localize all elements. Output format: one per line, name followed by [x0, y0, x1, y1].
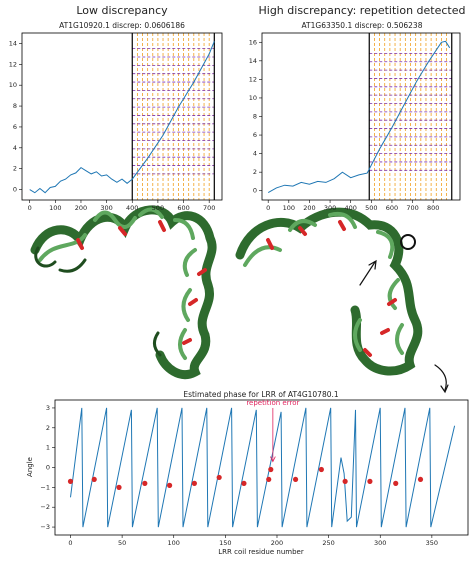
x-tick-label: 300	[374, 539, 386, 547]
y-tick-label: −1	[40, 483, 50, 491]
data-line	[70, 407, 456, 528]
y-tick-label: 0	[46, 464, 50, 472]
y-tick-label: 12	[249, 75, 257, 83]
data-point	[266, 476, 272, 483]
data-point	[342, 478, 348, 484]
data-point	[67, 478, 74, 484]
annotation: repetition error	[246, 399, 299, 407]
y-tick-label: 10	[249, 94, 257, 102]
y-tick-label: 2	[13, 165, 17, 173]
data-point	[241, 480, 247, 486]
protein-structure	[30, 205, 449, 394]
x-tick-label: 0	[68, 539, 72, 547]
x-tick-label: 300	[100, 204, 112, 212]
y-tick-label: 16	[249, 38, 257, 46]
y-tick-label: 6	[253, 131, 257, 139]
x-tick-label: 400	[344, 204, 356, 212]
y-tick-label: −3	[40, 523, 50, 531]
x-tick-label: 0	[266, 204, 270, 212]
data-point	[216, 474, 222, 481]
x-tick-label: 250	[322, 539, 334, 547]
x-tick-label: 200	[75, 204, 87, 212]
data-point	[91, 476, 97, 483]
panel-title: Estimated phase for LRR of AT4G10780.1	[183, 390, 339, 399]
panel-title: High discrepancy: repetition detected	[259, 4, 466, 17]
y-tick-label: 8	[253, 113, 257, 121]
y-tick-label: 0	[13, 186, 17, 194]
y-tick-label: 14	[249, 57, 257, 65]
y-tick-label: 14	[9, 39, 17, 47]
x-tick-label: 100	[168, 539, 180, 547]
panel-subtitle: AT1G63350.1 discrep: 0.506238	[302, 21, 423, 30]
x-tick-label: 300	[324, 204, 336, 212]
y-tick-label: 4	[253, 150, 257, 158]
x-tick-label: 0	[28, 204, 32, 212]
y-tick-label: 8	[13, 102, 17, 110]
y-tick-label: 12	[9, 60, 17, 68]
panel-title: Low discrepancy	[76, 4, 168, 17]
data-point	[167, 482, 173, 488]
data-point	[116, 484, 122, 490]
x-tick-label: 700	[203, 204, 215, 212]
y-axis-label: Angle	[26, 457, 34, 477]
y-tick-label: −2	[40, 503, 50, 511]
data-point	[393, 480, 399, 486]
x-tick-label: 400	[126, 204, 138, 212]
panel-subtitle: AT1G10920.1 discrep: 0.0606186	[59, 21, 185, 30]
y-tick-label: 6	[13, 123, 17, 131]
x-tick-label: 500	[365, 204, 377, 212]
x-axis-label: LRR coil residue number	[218, 548, 304, 556]
x-tick-label: 150	[219, 539, 231, 547]
y-tick-label: 4	[13, 144, 17, 152]
data-point	[367, 478, 373, 484]
data-point	[417, 476, 424, 483]
x-tick-label: 100	[283, 204, 295, 212]
x-tick-label: 50	[118, 539, 126, 547]
data-line	[267, 40, 451, 194]
annotation-arrow	[270, 456, 276, 463]
x-tick-label: 350	[426, 539, 438, 547]
y-tick-label: 1	[46, 444, 50, 452]
x-tick-label: 700	[406, 204, 418, 212]
data-point	[142, 480, 148, 486]
data-point	[292, 476, 299, 483]
x-tick-label: 200	[271, 539, 283, 547]
y-tick-label: 0	[253, 187, 257, 195]
data-point	[318, 466, 324, 473]
x-tick-label: 600	[177, 204, 189, 212]
x-tick-label: 600	[386, 204, 398, 212]
plot-frame	[21, 32, 223, 201]
data-point	[268, 466, 274, 473]
x-tick-label: 100	[49, 204, 61, 212]
data-line	[29, 41, 215, 194]
x-tick-label: 500	[152, 204, 164, 212]
y-tick-label: 10	[9, 81, 17, 89]
data-point	[191, 480, 197, 486]
y-tick-label: 2	[46, 424, 50, 432]
x-tick-label: 800	[427, 204, 439, 212]
x-tick-label: 200	[303, 204, 315, 212]
y-tick-label: 3	[46, 404, 50, 412]
y-tick-label: 2	[253, 168, 257, 176]
